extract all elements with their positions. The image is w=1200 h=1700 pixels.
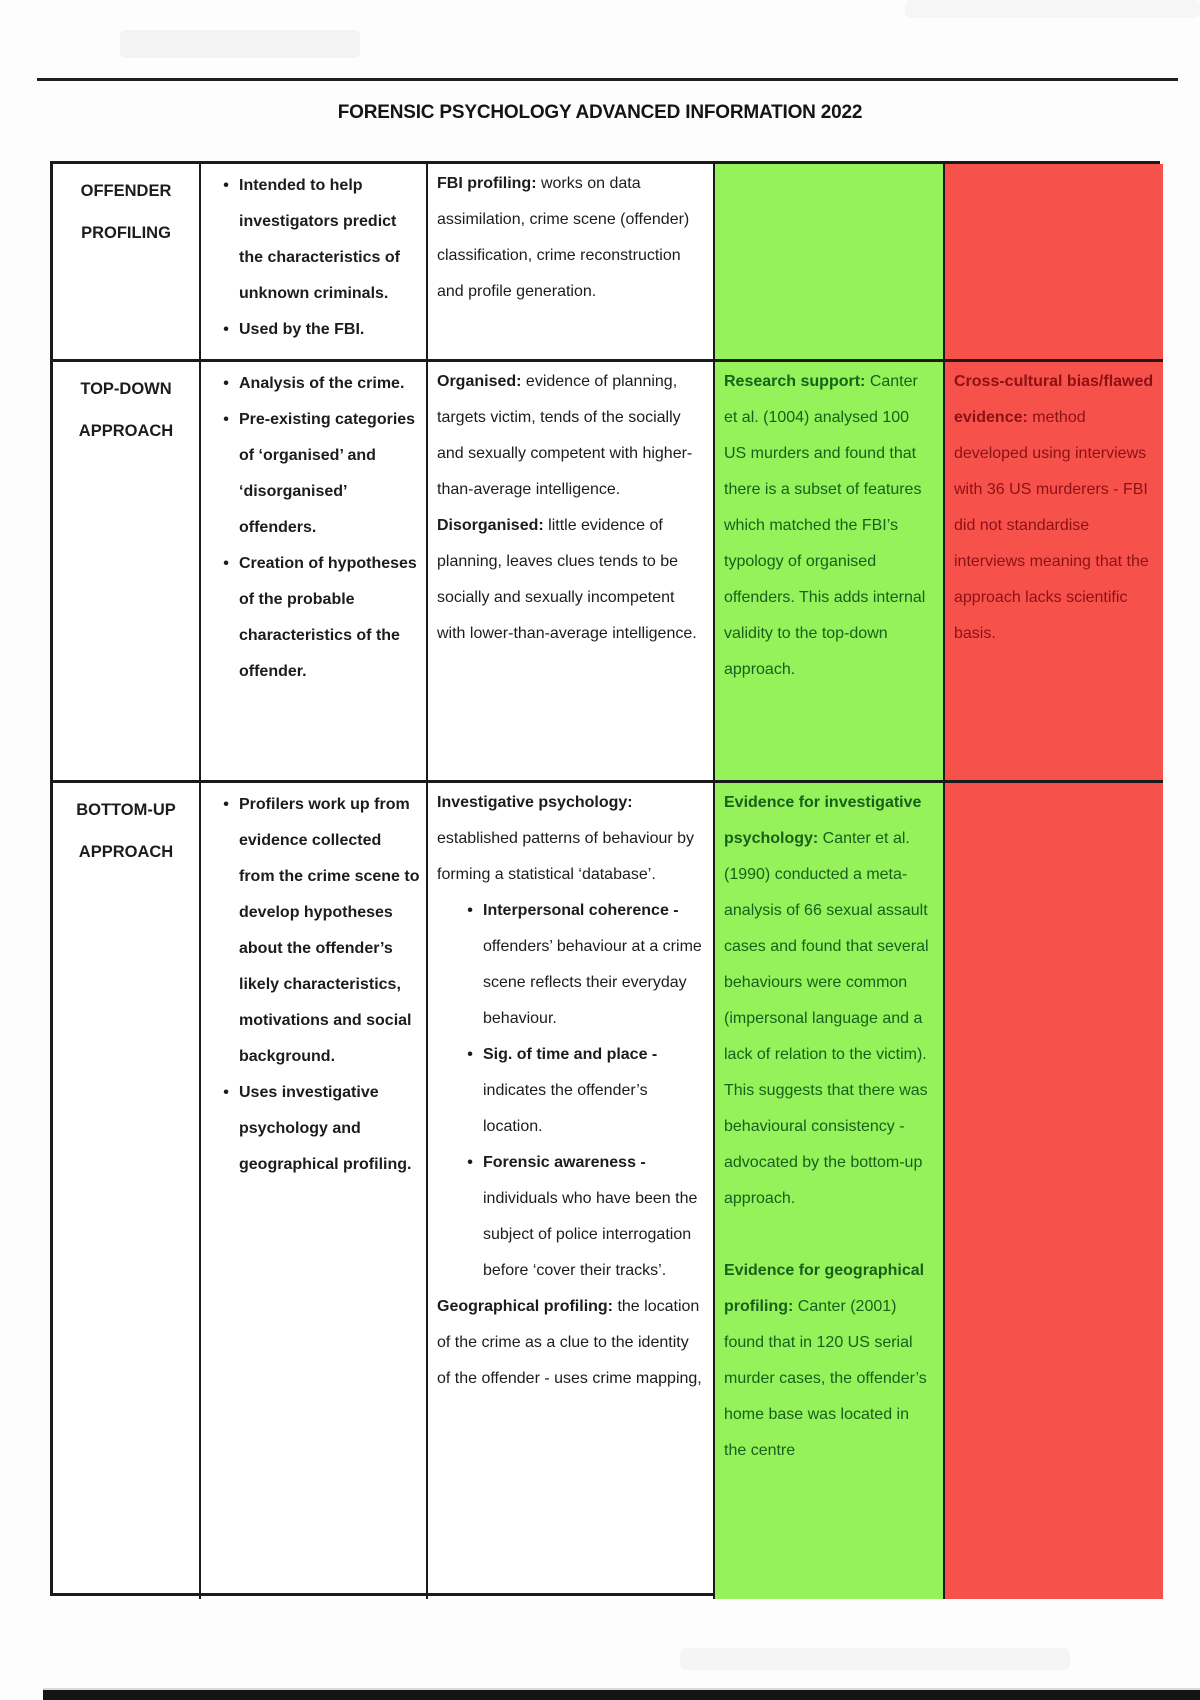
body-text: Profilers work up from evidence collecte… xyxy=(239,796,420,1065)
paragraph-gap xyxy=(724,1217,935,1253)
strength-cell: Research support: Canter et al. (1004) a… xyxy=(713,359,943,780)
key-point-item: • Uses investigative psychology and geogr… xyxy=(213,1075,420,1183)
scan-artifact xyxy=(680,1648,1070,1670)
key-point-item: • Analysis of the crime. xyxy=(213,366,420,402)
key-points-list: • Profilers work up from evidence collect… xyxy=(213,787,420,1183)
bold-lead-text: Interpersonal coherence - xyxy=(483,902,679,919)
body-text: method developed using interviews with 3… xyxy=(954,409,1149,642)
page-title: FORENSIC PSYCHOLOGY ADVANCED INFORMATION… xyxy=(337,102,863,123)
description-cell: Investigative psychology: established pa… xyxy=(426,780,713,1599)
key-points-list: • Analysis of the crime. • Pre-existing cat… xyxy=(213,366,420,690)
horizontal-rule xyxy=(37,78,1178,81)
description-cell: Organised: evidence of planning, targets… xyxy=(426,359,713,780)
bold-lead-text: FBI profiling: xyxy=(437,175,537,192)
key-points-list: • Intended to help investigators predict … xyxy=(213,168,420,348)
body-text: evidence of planning, targets victim, te… xyxy=(437,373,693,498)
sub-bullet-text: Forensic awareness - individuals who hav… xyxy=(483,1145,705,1289)
sub-bullet-text: Interpersonal coherence - offenders’ beh… xyxy=(483,893,705,1037)
bold-lead-text: Evidence for geographical profiling: xyxy=(724,1262,925,1315)
paragraph: Evidence for geographical profiling: Can… xyxy=(724,1253,935,1469)
bold-lead-text: Disorganised: xyxy=(437,517,544,534)
bold-lead-text: Forensic awareness - xyxy=(483,1154,646,1171)
body-text: Canter et al. (1990) conducted a meta-an… xyxy=(724,830,929,1207)
sub-bullet-item: • Interpersonal coherence - offenders’ be… xyxy=(457,893,705,1037)
bold-lead-text: Cross-cultural bias/flawed evidence: xyxy=(954,373,1154,426)
sub-bullet-list: • Interpersonal coherence - offenders’ be… xyxy=(437,893,705,1289)
key-point-text: Profilers work up from evidence collecte… xyxy=(239,787,420,1075)
bullet-icon: • xyxy=(223,411,229,428)
key-point-item: • Intended to help investigators predict … xyxy=(213,168,420,312)
body-text: works on data assimilation, crime scene … xyxy=(437,175,690,300)
topic-cell: TOP-DOWN APPROACH xyxy=(53,359,199,780)
bullet-icon: • xyxy=(223,177,229,194)
bullet-icon: • xyxy=(467,1154,473,1171)
body-text: Pre-existing categories of ‘organised’ a… xyxy=(239,411,416,536)
body-text: Canter (2001) found that in 120 US seria… xyxy=(724,1298,927,1459)
key-point-text: Used by the FBI. xyxy=(239,312,420,348)
bold-lead-text: Geographical profiling: xyxy=(437,1298,614,1315)
body-text: little evidence of planning, leaves clue… xyxy=(437,517,697,642)
key-point-text: Pre-existing categories of ‘organised’ a… xyxy=(239,402,420,546)
key-points-cell: • Profilers work up from evidence collect… xyxy=(199,780,426,1599)
limitation-cell xyxy=(943,164,1163,359)
key-point-item: • Profilers work up from evidence collect… xyxy=(213,787,420,1075)
topic-cell: BOTTOM-UP APPROACH xyxy=(53,780,199,1599)
bullet-icon: • xyxy=(467,902,473,919)
paragraph: Disorganised: little evidence of plannin… xyxy=(437,508,705,652)
bold-lead-text: Organised: xyxy=(437,373,522,390)
bullet-icon: • xyxy=(223,796,229,813)
limitation-cell: Cross-cultural bias/flawed evidence: met… xyxy=(943,359,1163,780)
bullet-icon: • xyxy=(223,555,229,572)
key-point-text: Analysis of the crime. xyxy=(239,366,420,402)
body-text: individuals who have been the subject of… xyxy=(483,1190,698,1279)
sub-bullet-text: Sig. of time and place - indicates the o… xyxy=(483,1037,705,1145)
description-cell: FBI profiling: works on data assimilatio… xyxy=(426,164,713,359)
key-point-text: Uses investigative psychology and geogra… xyxy=(239,1075,420,1183)
footer-bar xyxy=(43,1688,1200,1700)
body-text: Analysis of the crime. xyxy=(239,375,405,392)
paragraph: Investigative psychology: established pa… xyxy=(437,785,705,893)
bold-lead-text: Research support: xyxy=(724,373,866,390)
body-text: the location of the crime as a clue to t… xyxy=(437,1298,702,1387)
topic-cell: OFFENDER PROFILING xyxy=(80,182,172,242)
body-text: Used by the FBI. xyxy=(239,321,365,338)
scan-artifact xyxy=(905,0,1200,18)
bullet-icon: • xyxy=(467,1046,473,1063)
sub-bullet-item: • Sig. of time and place - indicates the … xyxy=(457,1037,705,1145)
strength-cell xyxy=(713,164,943,359)
bold-lead-text: Evidence for investigative psychology: xyxy=(724,794,922,847)
body-text: Uses investigative psychology and geogra… xyxy=(239,1084,412,1173)
body-text: offenders’ behaviour at a crime scene re… xyxy=(483,938,702,1027)
key-point-item: • Creation of hypotheses of the probable … xyxy=(213,546,420,690)
body-text: indicates the offender’s location. xyxy=(483,1082,648,1135)
body-text: Canter et al. (1004) analysed 100 US mur… xyxy=(724,373,926,678)
profiling-table: OFFENDER PROFILING • Intended to help inve… xyxy=(50,161,1163,1599)
paragraph: Evidence for investigative psychology: C… xyxy=(724,785,935,1217)
bullet-icon: • xyxy=(223,321,229,338)
body-text: Intended to help investigators predict t… xyxy=(239,177,400,302)
sub-bullet-item: • Forensic awareness - individuals who ha… xyxy=(457,1145,705,1289)
bold-lead-text: Sig. of time and place - xyxy=(483,1046,658,1063)
key-point-item: • Used by the FBI. xyxy=(213,312,420,348)
key-point-text: Creation of hypotheses of the probable c… xyxy=(239,546,420,690)
paragraph: Research support: Canter et al. (1004) a… xyxy=(724,364,935,688)
key-points-cell: • Analysis of the crime. • Pre-existing cat… xyxy=(199,359,426,780)
key-points-cell: • Intended to help investigators predict … xyxy=(199,164,426,359)
strength-cell: Evidence for investigative psychology: C… xyxy=(713,780,943,1599)
paragraph: Geographical profiling: the location of … xyxy=(437,1289,705,1397)
body-text: Creation of hypotheses of the probable c… xyxy=(239,555,417,680)
body-text: established patterns of behaviour by for… xyxy=(437,830,695,883)
limitation-cell xyxy=(943,780,1163,1599)
paragraph: Organised: evidence of planning, targets… xyxy=(437,364,705,508)
scan-artifact xyxy=(120,30,360,58)
paragraph: Cross-cultural bias/flawed evidence: met… xyxy=(954,364,1155,652)
paragraph: FBI profiling: works on data assimilatio… xyxy=(437,166,705,310)
bullet-icon: • xyxy=(223,375,229,392)
bold-lead-text: Investigative psychology: xyxy=(437,794,633,811)
key-point-text: Intended to help investigators predict t… xyxy=(239,168,420,312)
key-point-item: • Pre-existing categories of ‘organised’ … xyxy=(213,402,420,546)
bullet-icon: • xyxy=(223,1084,229,1101)
